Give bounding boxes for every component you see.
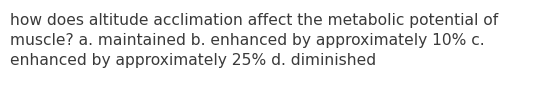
Text: how does altitude acclimation affect the metabolic potential of
muscle? a. maint: how does altitude acclimation affect the… <box>10 13 498 68</box>
